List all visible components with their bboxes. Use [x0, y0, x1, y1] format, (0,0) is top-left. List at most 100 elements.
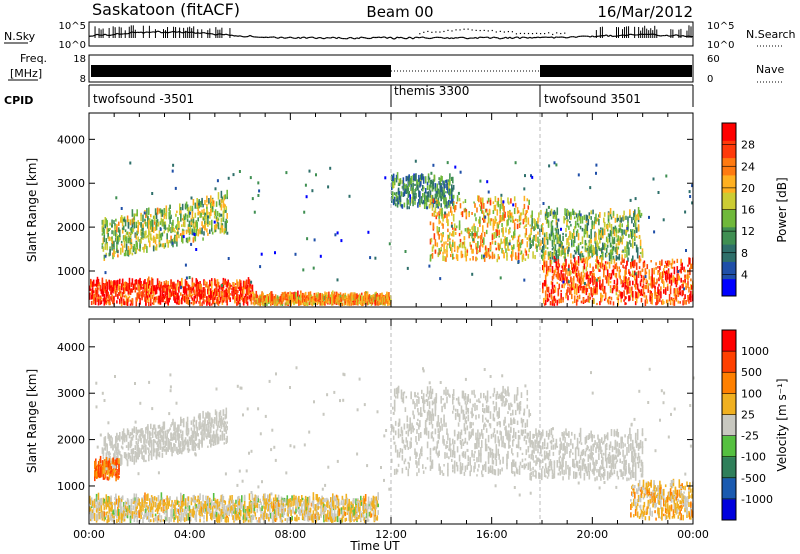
power-echo-cell — [103, 293, 106, 301]
velocity-echo-cell — [93, 513, 96, 521]
power-echo-cell — [420, 179, 422, 183]
power-echo-cell — [527, 253, 530, 259]
power-echo-cell — [348, 194, 351, 198]
power-echo-cell — [400, 204, 403, 208]
power-echo-cell — [452, 230, 455, 237]
velocity-echo-cell — [126, 498, 129, 505]
power-echo-cell — [164, 244, 167, 248]
velocity-echo-cell — [155, 502, 158, 508]
power-echo-cell — [589, 255, 591, 259]
power-echo-cell — [188, 276, 191, 279]
power-echo-cell — [632, 270, 634, 276]
power-echo-cell — [582, 276, 585, 285]
power-echo-cell — [145, 244, 147, 247]
noise-sky-segment — [292, 37, 295, 39]
power-echo-cell — [673, 276, 676, 282]
power-echo-cell — [684, 275, 686, 283]
noise-sky-segment — [277, 36, 281, 39]
power-echo-cell — [469, 229, 471, 232]
power-echo-cell — [450, 188, 452, 192]
power-echo-cell — [210, 288, 212, 296]
power-echo-cell — [530, 244, 532, 249]
velocity-echo-cell — [124, 505, 127, 511]
noise-sky-label: N.Sky — [4, 30, 36, 43]
power-echo-cell — [229, 297, 231, 302]
noise-sky-segment — [114, 32, 118, 35]
power-echo-cell — [225, 288, 228, 291]
velocity-echo-cell — [99, 498, 102, 507]
power-echo-cell — [286, 292, 289, 299]
power-echo-cell — [588, 215, 591, 219]
power-echo-cell — [590, 287, 592, 292]
power-echo-cell — [121, 291, 124, 298]
power-echo-cell — [593, 269, 595, 272]
power-echo-cell — [430, 195, 433, 203]
velocity-echo-cell — [152, 501, 155, 508]
power-echo-cell — [590, 290, 592, 296]
power-echo-cell — [362, 300, 364, 303]
power-echo-cell — [443, 249, 445, 252]
power-echo-cell — [325, 294, 327, 300]
power-echo-cell — [628, 269, 630, 274]
power-echo-cell — [393, 177, 396, 186]
velocity-echo-cell — [146, 511, 148, 519]
power-echo-cell — [456, 245, 459, 253]
power-echo-cell — [687, 273, 689, 281]
noise-sky-segment — [422, 36, 426, 39]
power-echo-cell — [475, 242, 477, 250]
noise-search-point — [491, 29, 493, 32]
power-echo-cell — [569, 212, 571, 218]
power-echo-cell — [487, 190, 490, 194]
power-echo-cell — [568, 225, 570, 230]
power-echo-cell — [367, 230, 370, 234]
power-echo-cell — [524, 232, 527, 238]
power-echo-cell — [489, 255, 492, 259]
power-echo-cell — [493, 205, 496, 211]
power-echo-cell — [594, 277, 596, 281]
power-echo-cell — [485, 208, 488, 212]
power-echo-cell — [601, 283, 603, 288]
power-echo-cell — [217, 192, 220, 200]
power-echo-cell — [285, 171, 288, 175]
power-echo-cell — [604, 261, 607, 265]
noise-sky-segment — [406, 36, 410, 40]
power-echo-cell — [235, 290, 237, 293]
power-echo-cell — [600, 227, 602, 230]
power-echo-cell — [639, 252, 642, 255]
power-echo-cell — [148, 282, 150, 289]
power-echo-cell — [554, 298, 557, 304]
power-echo-cell — [166, 233, 168, 240]
power-echo-cell — [438, 181, 440, 185]
power-echo-cell — [398, 199, 401, 203]
power-echo-cell — [653, 267, 655, 275]
power-echo-cell — [440, 203, 442, 208]
power-echo-cell — [106, 227, 108, 235]
power-echo-cell — [227, 176, 230, 180]
power-echo-cell — [170, 227, 172, 234]
power-echo-cell — [599, 237, 601, 244]
power-echo-cell — [116, 290, 118, 293]
power-echo-cell — [562, 296, 564, 300]
power-echo-cell — [577, 279, 580, 283]
power-echo-cell — [200, 200, 202, 208]
power-echo-cell — [447, 186, 449, 194]
power-echo-cell — [188, 289, 191, 298]
power-echo-cell — [622, 264, 624, 268]
power-echo-cell — [476, 231, 478, 237]
power-echo-cell — [270, 295, 272, 304]
power-echo-cell — [194, 234, 197, 242]
power-echo-cell — [611, 288, 614, 294]
power-echo-cell — [598, 218, 600, 226]
power-echo-cell — [241, 287, 244, 291]
power-echo-cell — [247, 291, 250, 296]
power-echo-cell — [615, 292, 618, 296]
power-echo-cell — [394, 193, 397, 196]
power-echo-cell — [363, 296, 366, 301]
power-echo-cell — [503, 214, 505, 222]
power-echo-cell — [510, 219, 512, 223]
power-echo-cell — [378, 301, 380, 306]
power-echo-cell — [288, 298, 290, 304]
power-echo-cell — [398, 182, 401, 186]
power-echo-cell — [294, 291, 296, 299]
power-echo-cell — [586, 274, 589, 279]
